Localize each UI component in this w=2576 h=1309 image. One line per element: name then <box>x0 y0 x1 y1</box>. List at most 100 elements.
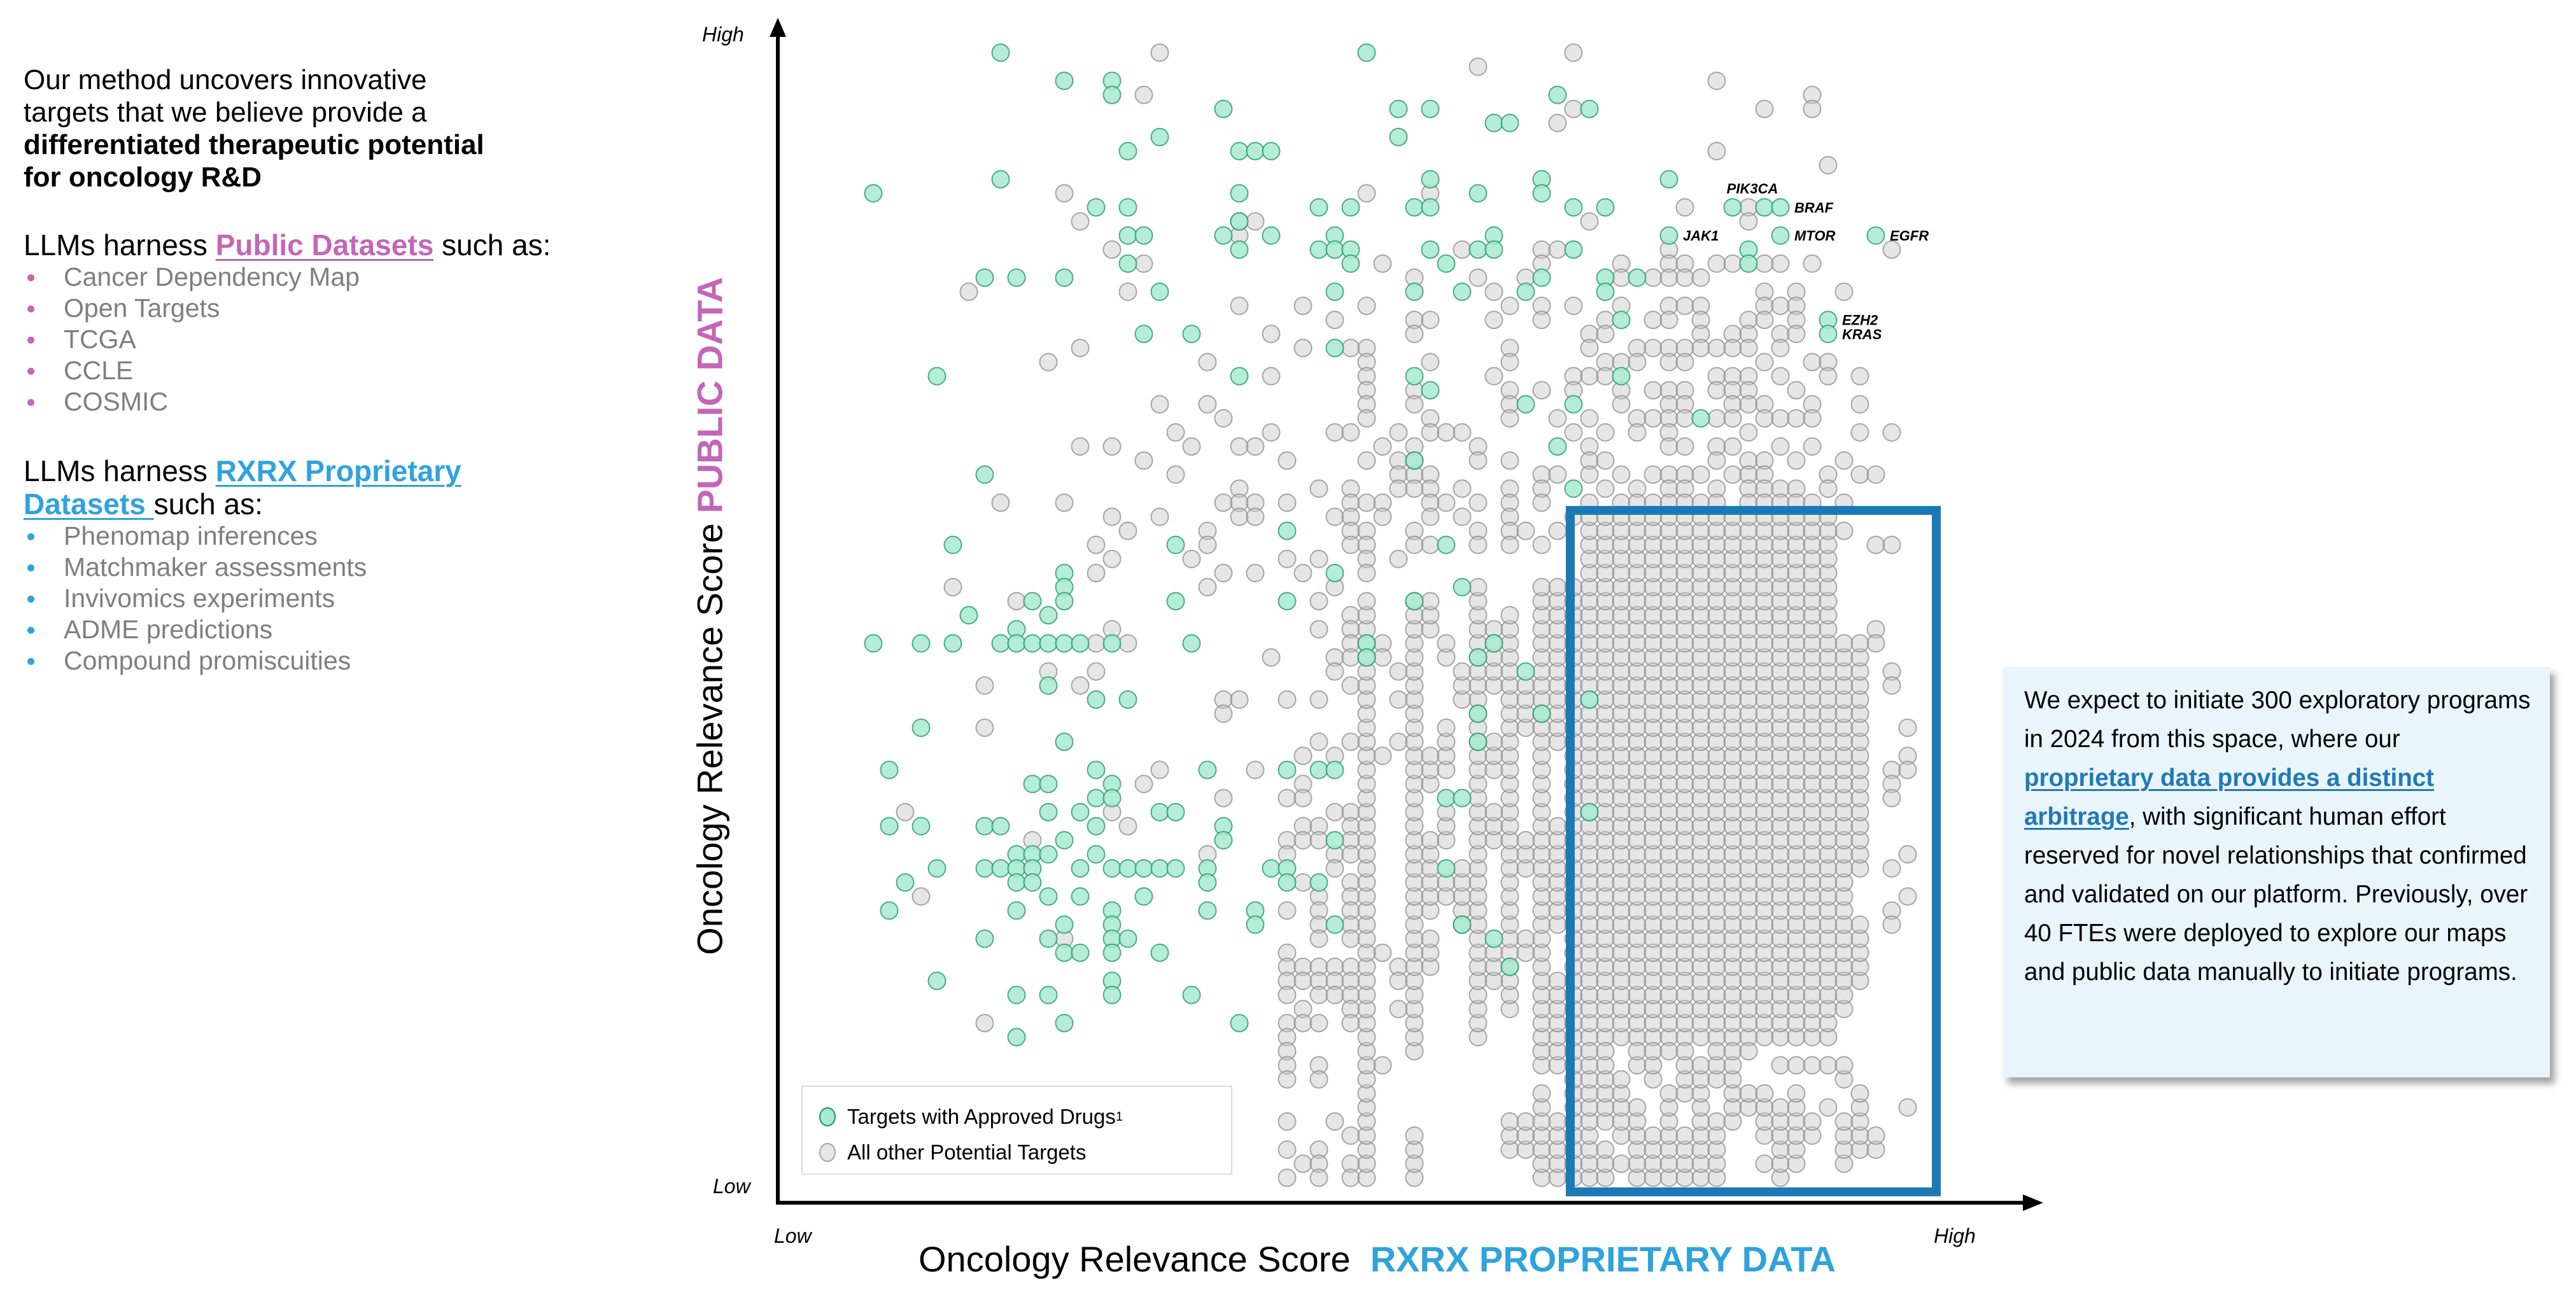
other-target-point <box>1723 1028 1742 1047</box>
other-target-point <box>1787 311 1806 330</box>
other-target-point <box>1628 901 1647 920</box>
other-target-point <box>1755 760 1774 780</box>
other-target-point <box>1771 774 1790 794</box>
proprietary-datasets-link[interactable]: RXRX Proprietary <box>215 454 461 487</box>
approved-target-point <box>880 760 899 780</box>
other-target-point <box>1659 957 1679 976</box>
callout-link[interactable]: proprietary data provides a distinct arb… <box>2024 764 2434 830</box>
other-target-point <box>1723 634 1742 653</box>
public-datasets-link[interactable]: Public Datasets <box>215 228 434 262</box>
other-target-point <box>1389 1000 1408 1019</box>
other-target-point <box>1803 957 1822 976</box>
other-target-point <box>1723 395 1742 414</box>
other-target-point <box>1596 1168 1615 1187</box>
other-target-point <box>1739 957 1758 976</box>
other-target-point <box>1341 1014 1360 1033</box>
other-target-point <box>1691 718 1710 738</box>
other-target-point <box>1834 873 1854 892</box>
other-target-point <box>1819 816 1838 836</box>
other-target-point <box>1134 774 1153 794</box>
other-target-point <box>1723 381 1742 400</box>
approved-target-point <box>1023 634 1042 653</box>
other-target-point <box>1516 521 1535 540</box>
other-target-point <box>1612 690 1631 709</box>
other-target-point <box>1341 648 1360 667</box>
other-target-point <box>1580 1000 1599 1019</box>
other-target-point <box>1516 859 1535 878</box>
other-target-point <box>1834 943 1854 962</box>
other-target-point <box>1707 929 1726 948</box>
other-target-point <box>1707 901 1726 920</box>
other-target-point <box>1675 704 1694 723</box>
other-target-point <box>1357 367 1376 386</box>
other-target-point <box>1834 451 1854 470</box>
other-target-point <box>1214 690 1233 709</box>
other-target-point <box>1787 409 1806 428</box>
other-target-point <box>1723 521 1742 540</box>
approved-target-point <box>1102 943 1122 962</box>
other-target-point <box>1771 479 1790 498</box>
other-target-point <box>1755 620 1774 639</box>
other-target-point <box>1580 1168 1599 1187</box>
other-target-point <box>1803 873 1822 892</box>
other-target-point <box>1357 606 1376 625</box>
other-target-point <box>1803 535 1822 554</box>
other-target-point <box>1325 802 1344 822</box>
other-target-point <box>1803 592 1822 611</box>
other-target-point <box>1612 1126 1631 1145</box>
other-target-point <box>1819 606 1838 625</box>
other-target-point <box>1580 915 1599 934</box>
other-target-point <box>1691 760 1710 780</box>
other-target-point <box>1421 507 1440 526</box>
other-target-point <box>1675 690 1694 709</box>
approved-target-point <box>1532 268 1551 287</box>
list-item-label: Invivomics experiments <box>64 584 335 613</box>
other-target-point <box>1500 409 1519 428</box>
other-target-point <box>1834 662 1854 681</box>
other-target-point <box>1468 901 1488 920</box>
bullet-icon <box>27 596 34 603</box>
other-target-point <box>1421 774 1440 794</box>
y-axis-arrow-icon <box>770 18 786 37</box>
other-target-point <box>1532 943 1551 962</box>
approved-target-point <box>1214 99 1233 118</box>
other-target-point <box>1118 521 1137 540</box>
other-target-point <box>1596 746 1615 766</box>
other-target-point <box>1787 325 1806 344</box>
other-target-point <box>1723 1056 1742 1075</box>
other-target-point <box>1771 704 1790 723</box>
approved-target-point <box>1214 830 1233 850</box>
other-target-point <box>1707 873 1726 892</box>
approved-target-point <box>1118 226 1137 245</box>
approved-target-point <box>1325 760 1344 780</box>
other-target-point <box>1596 1098 1615 1117</box>
other-target-point <box>1771 845 1790 864</box>
other-target-point <box>1643 1000 1663 1019</box>
other-target-point <box>1580 564 1599 582</box>
approved-target-point <box>1087 845 1106 864</box>
other-target-point <box>1659 423 1679 442</box>
other-target-point <box>1468 760 1488 780</box>
proprietary-datasets-link-cont[interactable]: Datasets <box>24 487 154 521</box>
other-target-point <box>1612 606 1631 625</box>
other-target-point <box>1691 859 1710 878</box>
approved-target-point <box>1357 43 1376 62</box>
other-target-point <box>1691 1028 1710 1047</box>
other-target-point <box>1564 423 1583 442</box>
other-target-point <box>1484 802 1503 822</box>
other-target-point <box>1357 564 1376 582</box>
other-target-point <box>1293 788 1313 808</box>
approved-target-point <box>1039 606 1058 625</box>
other-target-point <box>1357 859 1376 878</box>
other-target-point <box>1500 1000 1519 1019</box>
other-target-point <box>1484 830 1503 850</box>
other-target-point <box>1500 620 1519 639</box>
other-target-point <box>1803 521 1822 540</box>
other-target-point <box>1071 676 1090 695</box>
other-target-point <box>1373 507 1392 526</box>
bullet-icon <box>27 564 34 571</box>
other-target-point <box>1628 802 1647 822</box>
other-target-point <box>1739 676 1758 695</box>
other-target-point <box>1771 578 1790 597</box>
other-target-point <box>1453 887 1472 906</box>
